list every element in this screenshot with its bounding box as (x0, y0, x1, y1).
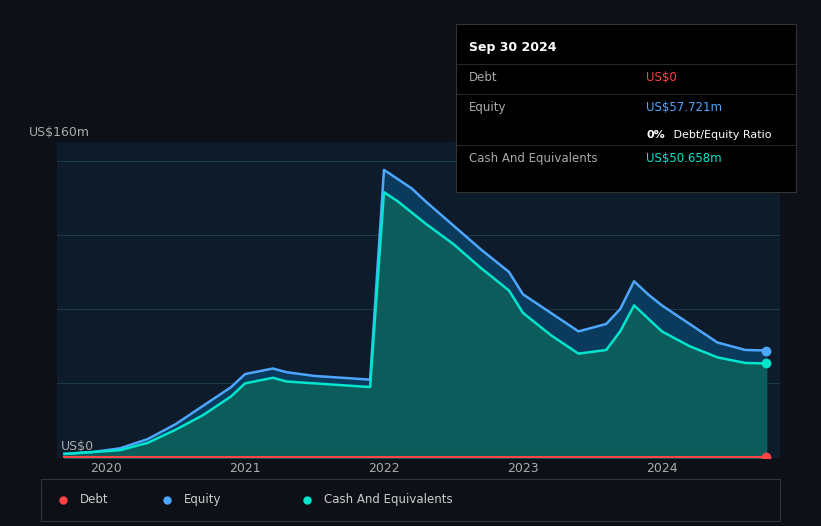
Text: 0%: 0% (646, 130, 665, 140)
Text: US$0: US$0 (61, 440, 94, 453)
Text: Cash And Equivalents: Cash And Equivalents (470, 151, 598, 165)
Text: US$57.721m: US$57.721m (646, 101, 722, 114)
Text: Equity: Equity (470, 101, 507, 114)
Text: Debt: Debt (470, 71, 498, 84)
Text: Cash And Equivalents: Cash And Equivalents (324, 493, 452, 506)
Text: US$0: US$0 (646, 71, 677, 84)
Text: Equity: Equity (184, 493, 221, 506)
Text: Debt: Debt (80, 493, 109, 506)
Text: US$50.658m: US$50.658m (646, 151, 722, 165)
Text: Sep 30 2024: Sep 30 2024 (470, 41, 557, 54)
Text: US$160m: US$160m (29, 126, 89, 139)
Text: Debt/Equity Ratio: Debt/Equity Ratio (670, 130, 772, 140)
